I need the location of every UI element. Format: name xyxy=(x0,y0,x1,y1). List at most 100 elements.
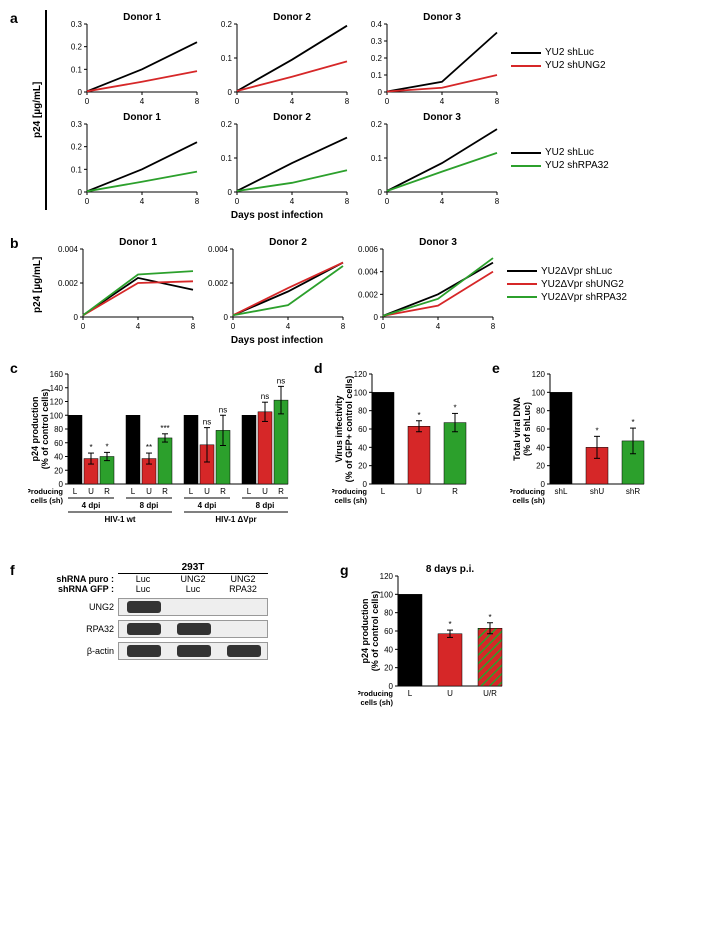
svg-text:8 dpi: 8 dpi xyxy=(256,501,275,510)
svg-text:0.002: 0.002 xyxy=(358,290,379,299)
svg-text:0: 0 xyxy=(228,188,233,197)
svg-text:0.1: 0.1 xyxy=(71,65,83,74)
svg-text:140: 140 xyxy=(50,384,64,393)
svg-text:*: * xyxy=(631,418,634,427)
svg-text:8: 8 xyxy=(495,197,500,206)
legend-label: YU2ΔVpr shLuc xyxy=(541,266,612,277)
panel-g-label: g xyxy=(340,562,349,578)
svg-text:shR: shR xyxy=(626,487,640,496)
svg-text:0: 0 xyxy=(228,88,233,97)
svg-text:100: 100 xyxy=(50,411,64,420)
panel-b-ylabel: p24 [µg/mL] xyxy=(32,240,43,330)
svg-text:cells (sh): cells (sh) xyxy=(30,496,63,505)
svg-text:0: 0 xyxy=(374,313,379,322)
svg-text:0: 0 xyxy=(224,313,229,322)
svg-text:120: 120 xyxy=(380,572,394,581)
svg-text:4: 4 xyxy=(440,197,445,206)
svg-text:0.1: 0.1 xyxy=(221,154,233,163)
svg-text:(% of shLuc): (% of shLuc) xyxy=(522,402,532,456)
svg-text:0: 0 xyxy=(385,197,390,206)
svg-text:0.2: 0.2 xyxy=(371,120,383,129)
svg-text:8 dpi: 8 dpi xyxy=(140,501,159,510)
svg-text:120: 120 xyxy=(50,398,64,407)
svg-text:0: 0 xyxy=(81,322,86,331)
svg-text:0.004: 0.004 xyxy=(58,245,79,254)
svg-text:L: L xyxy=(408,689,413,698)
svg-text:100: 100 xyxy=(532,388,546,397)
svg-text:U/R: U/R xyxy=(483,689,497,698)
svg-text:L: L xyxy=(381,487,386,496)
svg-text:HIV-1 ΔVpr: HIV-1 ΔVpr xyxy=(215,515,256,524)
svg-text:ns: ns xyxy=(277,376,285,385)
svg-text:Donor 3: Donor 3 xyxy=(419,237,457,248)
svg-text:8: 8 xyxy=(345,97,350,106)
svg-text:0.002: 0.002 xyxy=(208,279,229,288)
svg-text:L: L xyxy=(73,487,78,496)
line-chart: Donor 100.10.20.3048 xyxy=(53,110,203,210)
svg-text:4: 4 xyxy=(136,322,141,331)
svg-text:0.1: 0.1 xyxy=(221,54,233,63)
svg-text:*: * xyxy=(105,442,108,451)
svg-text:0: 0 xyxy=(385,97,390,106)
svg-text:shU: shU xyxy=(590,487,604,496)
panel-e: e Total viral DNA(% of shLuc)02040608010… xyxy=(492,360,650,544)
panel-f: f 293TshRNA puro :LucUNG2UNG2shRNA GFP :… xyxy=(10,562,310,660)
line-chart: Donor 300.10.2048 xyxy=(353,110,503,210)
svg-text:40: 40 xyxy=(54,453,63,462)
bar-chart: Total viral DNA(% of shLuc)0204060801001… xyxy=(510,360,650,544)
line-chart: Donor 300.10.20.30.4048 xyxy=(353,10,503,110)
bar-chart: p24 production(% of control cells)020406… xyxy=(28,360,294,544)
svg-text:ns: ns xyxy=(219,405,227,414)
svg-text:**: ** xyxy=(146,443,152,452)
svg-text:80: 80 xyxy=(54,425,63,434)
svg-text:8: 8 xyxy=(345,197,350,206)
svg-text:0.1: 0.1 xyxy=(371,71,383,80)
svg-text:0: 0 xyxy=(378,88,383,97)
svg-text:0.2: 0.2 xyxy=(371,54,383,63)
svg-text:100: 100 xyxy=(380,590,394,599)
panel-b-xlabel: Days post infection xyxy=(52,335,502,346)
legend-label: YU2 shRPA32 xyxy=(545,160,609,171)
line-chart: Donor 100.10.20.3048 xyxy=(53,10,203,110)
svg-text:Donor 1: Donor 1 xyxy=(123,12,161,23)
blot-row xyxy=(118,598,268,616)
line-chart: Donor 200.0020.004048 xyxy=(199,235,349,335)
svg-text:8: 8 xyxy=(491,322,496,331)
svg-text:20: 20 xyxy=(384,664,393,673)
svg-text:0.004: 0.004 xyxy=(358,268,379,277)
svg-text:Producing: Producing xyxy=(28,487,63,496)
line-chart: Donor 300.0020.0040.006048 xyxy=(349,235,499,335)
svg-text:40: 40 xyxy=(358,443,367,452)
svg-text:4 dpi: 4 dpi xyxy=(82,501,101,510)
svg-text:0.1: 0.1 xyxy=(371,154,383,163)
legend: YU2ΔVpr shLucYU2ΔVpr shUNG2YU2ΔVpr shRPA… xyxy=(507,266,627,303)
legend-label: YU2 shUNG2 xyxy=(545,60,606,71)
panel-c-label: c xyxy=(10,360,18,376)
svg-text:L: L xyxy=(247,487,252,496)
blot-row xyxy=(118,620,268,638)
svg-text:0: 0 xyxy=(235,197,240,206)
svg-text:60: 60 xyxy=(54,439,63,448)
svg-text:0.1: 0.1 xyxy=(71,165,83,174)
svg-text:8: 8 xyxy=(341,322,346,331)
svg-text:U: U xyxy=(416,487,422,496)
svg-text:4 dpi: 4 dpi xyxy=(198,501,217,510)
svg-text:0: 0 xyxy=(381,322,386,331)
svg-text:*: * xyxy=(595,426,598,435)
panel-f-label: f xyxy=(10,562,15,578)
svg-text:8: 8 xyxy=(195,197,200,206)
svg-text:cells (sh): cells (sh) xyxy=(334,496,367,505)
blot-row xyxy=(118,642,268,660)
svg-text:*: * xyxy=(417,411,420,420)
svg-text:Producing: Producing xyxy=(332,487,367,496)
panel-b-label: b xyxy=(10,235,19,251)
svg-text:20: 20 xyxy=(54,466,63,475)
svg-text:Virus infectivity: Virus infectivity xyxy=(334,396,344,463)
svg-text:*: * xyxy=(488,613,491,622)
svg-text:0: 0 xyxy=(85,97,90,106)
svg-text:4: 4 xyxy=(290,197,295,206)
svg-text:100: 100 xyxy=(354,388,368,397)
svg-text:0.2: 0.2 xyxy=(71,143,83,152)
legend-label: YU2ΔVpr shUNG2 xyxy=(541,279,624,290)
svg-text:80: 80 xyxy=(384,609,393,618)
